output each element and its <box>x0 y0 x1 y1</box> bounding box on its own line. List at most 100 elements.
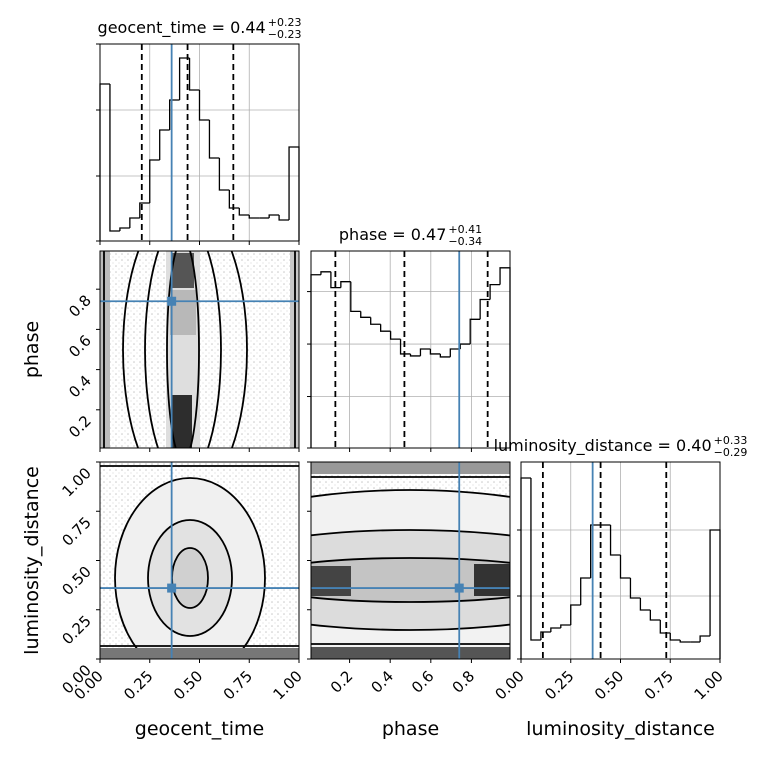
x-tick-label: 0.25 <box>541 667 577 703</box>
histogram-bin <box>208 120 220 159</box>
histogram-bin <box>380 324 391 332</box>
title-lower: −0.29 <box>714 446 748 459</box>
histogram-bin <box>439 353 451 358</box>
histogram-bin <box>139 202 150 218</box>
x-tick-label: 0.2 <box>327 667 357 697</box>
histogram-bin <box>178 57 190 100</box>
histogram-bin <box>350 281 361 313</box>
histogram-bin <box>268 214 280 218</box>
truth-marker <box>167 296 177 306</box>
histogram-bin <box>399 339 411 355</box>
histogram-bin <box>499 267 511 448</box>
x-tick-label: 0.8 <box>449 667 479 697</box>
y-tick-label: 0.2 <box>65 412 95 442</box>
x-axis-label: geocent_time <box>135 718 264 740</box>
histogram-bin <box>218 158 230 191</box>
histogram-bin <box>320 271 331 275</box>
histogram-bin <box>228 190 240 209</box>
histogram-bin <box>540 631 551 640</box>
histogram-bin <box>560 624 571 628</box>
title-upper: +0.41 <box>448 223 482 236</box>
panel-frame <box>520 461 721 660</box>
histogram-bin <box>330 271 341 289</box>
histogram-bin <box>709 529 721 659</box>
x-axis-label: luminosity_distance <box>526 718 715 740</box>
y-axis-label: phase <box>21 321 43 378</box>
histogram-bin <box>409 353 421 357</box>
y-tick-label: 1.00 <box>58 464 94 500</box>
histogram-bin <box>129 217 140 228</box>
histogram-bin <box>370 317 381 325</box>
histogram-bin <box>310 274 321 448</box>
panel-frame <box>99 461 300 660</box>
panel-frame <box>99 43 300 242</box>
panel-title: luminosity_distance = 0.40 <box>494 436 712 456</box>
x-tick-label: 0.00 <box>491 667 527 703</box>
x-tick-label: 0.75 <box>641 667 677 703</box>
histogram-bin <box>580 577 591 605</box>
x-tick-label: 0.25 <box>120 667 156 703</box>
title-lower: −0.34 <box>448 235 482 248</box>
histogram-bin <box>469 318 481 345</box>
histogram-bin <box>149 159 160 203</box>
panel-frame <box>310 461 511 660</box>
y-tick-label: 0.4 <box>65 372 95 402</box>
histogram-bin <box>619 555 631 579</box>
panel-title: phase = 0.47 <box>339 225 446 244</box>
y-tick-label: 0.75 <box>58 513 94 549</box>
histogram-bin <box>459 343 471 350</box>
x-tick-label: 1.00 <box>269 667 305 703</box>
histogram-bin <box>340 281 351 288</box>
x-tick-label: 0.50 <box>170 667 206 703</box>
panel-frame <box>310 250 511 449</box>
title-lower: −0.23 <box>268 28 302 41</box>
x-tick-label: 0.6 <box>408 667 438 697</box>
histogram-bin <box>479 298 491 320</box>
histogram-bin <box>188 58 200 91</box>
y-tick-label: 0.50 <box>58 563 94 599</box>
histogram-bin <box>278 215 290 221</box>
histogram-bin <box>159 129 170 160</box>
x-tick-label: 1.00 <box>690 667 726 703</box>
histogram-bin <box>520 477 531 659</box>
truth-marker <box>167 583 177 593</box>
x-tick-label: 0.50 <box>591 667 627 703</box>
histogram-bin <box>649 610 661 621</box>
y-tick-label: 0.8 <box>65 291 95 321</box>
histogram-bin <box>629 578 641 599</box>
histogram-bin <box>639 598 651 611</box>
histogram-bin <box>238 208 250 216</box>
density-decor <box>311 462 510 659</box>
histogram-bin <box>389 331 401 340</box>
density-decor <box>100 462 299 659</box>
histogram-bin <box>99 83 110 241</box>
truth-marker <box>454 583 464 593</box>
histogram-bin <box>590 524 601 578</box>
x-axis-label: phase <box>382 718 439 740</box>
y-axis-label: luminosity_distance <box>21 466 43 655</box>
histogram-bin <box>429 349 441 355</box>
histogram-bin <box>570 604 581 625</box>
title-upper: +0.23 <box>268 16 302 29</box>
histogram-bin <box>360 311 371 318</box>
histogram-bin <box>659 620 671 634</box>
panel-frame <box>99 250 300 449</box>
histogram-bin <box>530 478 541 641</box>
histogram-bin <box>248 215 260 219</box>
x-tick-label: 0.75 <box>220 667 256 703</box>
histogram-bin <box>550 627 561 632</box>
histogram-bin <box>699 635 711 642</box>
histogram-bin <box>109 84 120 232</box>
histogram-bin <box>489 284 501 300</box>
histogram-bin <box>288 146 300 241</box>
histogram-bin <box>679 640 691 643</box>
title-upper: +0.33 <box>714 434 748 447</box>
histogram-bin <box>669 633 681 641</box>
histogram-bin <box>119 227 130 231</box>
histogram-bin <box>419 348 431 356</box>
y-tick-label: 0.25 <box>58 612 94 648</box>
x-tick-label: 0.4 <box>367 667 397 697</box>
histogram-bin <box>169 99 180 130</box>
histogram-bin <box>609 525 621 556</box>
